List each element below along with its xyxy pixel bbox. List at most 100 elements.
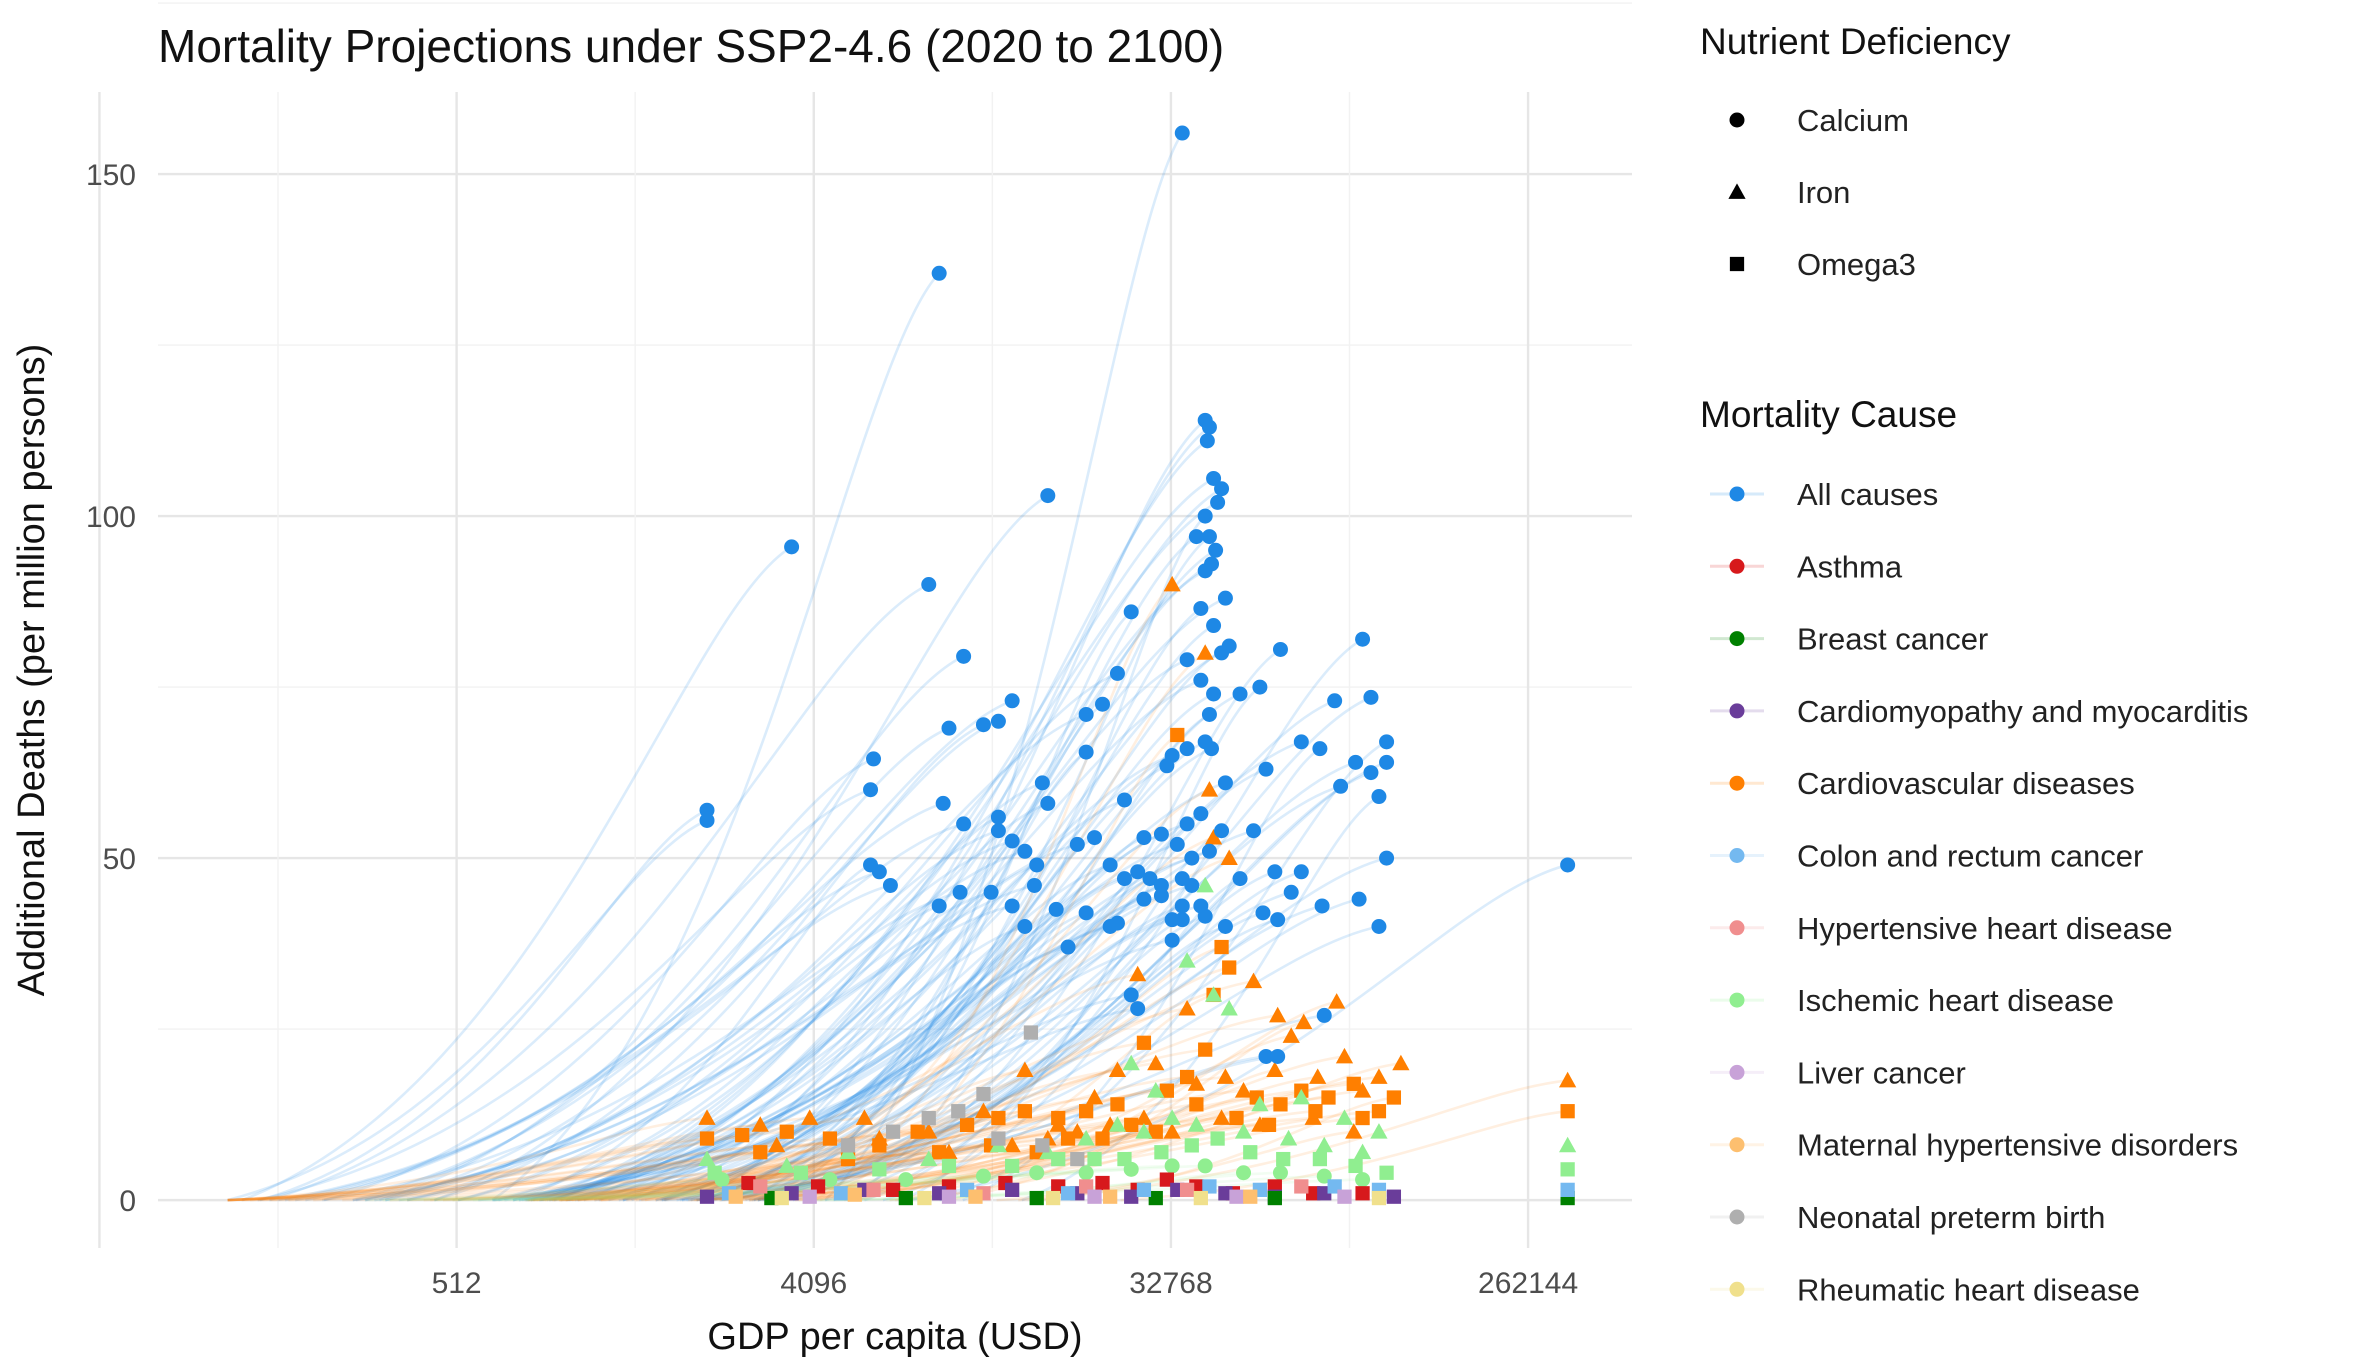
trajectory-line [566, 569, 1206, 1202]
trajectory-line [811, 1075, 1318, 1202]
data-point [956, 648, 972, 664]
trajectory-line [493, 993, 1132, 1202]
trajectory-line [844, 1034, 1292, 1202]
data-point [1116, 871, 1132, 887]
trajectory-line [728, 918, 1278, 1202]
trajectory-line [847, 515, 1207, 1202]
data-point [885, 1124, 901, 1139]
trajectory-line [679, 644, 1230, 1202]
trajectory-lines [227, 132, 1568, 1202]
data-point [774, 1190, 789, 1206]
trajectory-line [227, 819, 708, 1202]
data-point [1244, 972, 1263, 989]
data-point [991, 1131, 1006, 1146]
trajectory-line [757, 911, 1264, 1202]
data-point [1328, 993, 1346, 1009]
data-point [935, 795, 951, 811]
data-point [956, 816, 972, 832]
legend-key-dot [1729, 1209, 1745, 1225]
data-point [1333, 778, 1349, 794]
data-point [990, 823, 1006, 839]
trajectory-line [400, 1178, 906, 1202]
legend-label: Cardiomyopathy and myocarditis [1797, 694, 2248, 729]
data-point [1379, 850, 1395, 866]
trajectory-line [527, 1075, 1188, 1202]
data-point [1236, 1165, 1252, 1181]
data-point [1214, 823, 1230, 839]
data-point [728, 1189, 743, 1204]
legend-label: Omega3 [1797, 247, 1916, 282]
data-point [801, 1109, 819, 1125]
data-point [1560, 1104, 1575, 1119]
data-point [1363, 765, 1379, 781]
data-point [1196, 876, 1214, 893]
data-point [784, 539, 800, 555]
trajectory-line [389, 1150, 940, 1202]
shape-legend: Nutrient Deficiency Calcium Iron Omega3 [1700, 21, 2011, 282]
trajectory-line [583, 487, 1223, 1202]
data-point [1188, 529, 1204, 545]
trajectory-line [882, 877, 1241, 1202]
data-point [931, 265, 947, 281]
trajectory-line [227, 1133, 743, 1202]
legend-key-dot [1729, 703, 1745, 719]
data-point [1179, 816, 1195, 832]
legend-key-circle [1729, 112, 1745, 128]
data-point [778, 1157, 796, 1173]
data-point [1147, 1082, 1165, 1098]
data-point [1147, 1054, 1165, 1071]
data-point [1189, 1097, 1204, 1112]
data-point [1197, 563, 1213, 579]
data-point [1193, 1190, 1208, 1206]
data-point [1282, 1027, 1300, 1043]
data-point [959, 1117, 975, 1133]
trajectory-line [690, 1096, 1329, 1202]
data-point [1309, 1068, 1327, 1084]
data-point [1315, 1136, 1333, 1153]
shape-legend-title: Nutrient Deficiency [1700, 21, 2011, 62]
trajectory-line [382, 1178, 830, 1202]
trajectory-line [748, 761, 1388, 1202]
legend-key-dot [1729, 558, 1745, 574]
trajectory-line [518, 925, 1026, 1202]
data-point [1078, 744, 1094, 760]
data-point [968, 1189, 983, 1204]
trajectory-line [699, 740, 1206, 1202]
trajectory-line [663, 692, 1215, 1202]
data-point [1348, 754, 1364, 770]
data-point [1206, 618, 1222, 634]
trajectory-line [565, 781, 1226, 1202]
trajectory-line [491, 272, 941, 1202]
data-point [751, 1116, 769, 1132]
trajectory-line [539, 843, 1178, 1202]
data-point [1174, 898, 1190, 914]
trajectory-line [728, 750, 1087, 1202]
data-point [1040, 795, 1056, 811]
legend-label: Calcium [1797, 103, 1909, 138]
trajectory-line [792, 877, 1151, 1202]
trajectory-line [525, 925, 1111, 1202]
trajectory-line [374, 839, 1013, 1202]
data-point [1102, 857, 1118, 873]
trajectory-line [638, 911, 1087, 1202]
data-point [1159, 1083, 1174, 1098]
data-point [1169, 836, 1185, 852]
data-point [714, 1172, 730, 1188]
data-point [1218, 1186, 1233, 1201]
data-point [898, 1190, 913, 1206]
data-point [1363, 689, 1379, 705]
data-point [768, 1136, 786, 1153]
data-point [1130, 864, 1146, 880]
data-point [1095, 696, 1111, 712]
data-point [1267, 1190, 1282, 1206]
trajectory-line [385, 829, 999, 1202]
trajectory-line [512, 1164, 1173, 1202]
data-point [941, 1189, 957, 1204]
data-point [1136, 1035, 1152, 1050]
data-point [1560, 1182, 1575, 1197]
data-point [1272, 641, 1288, 657]
trajectory-line [323, 757, 875, 1202]
legend-key-dot [1729, 920, 1745, 936]
data-point [1392, 1054, 1410, 1071]
